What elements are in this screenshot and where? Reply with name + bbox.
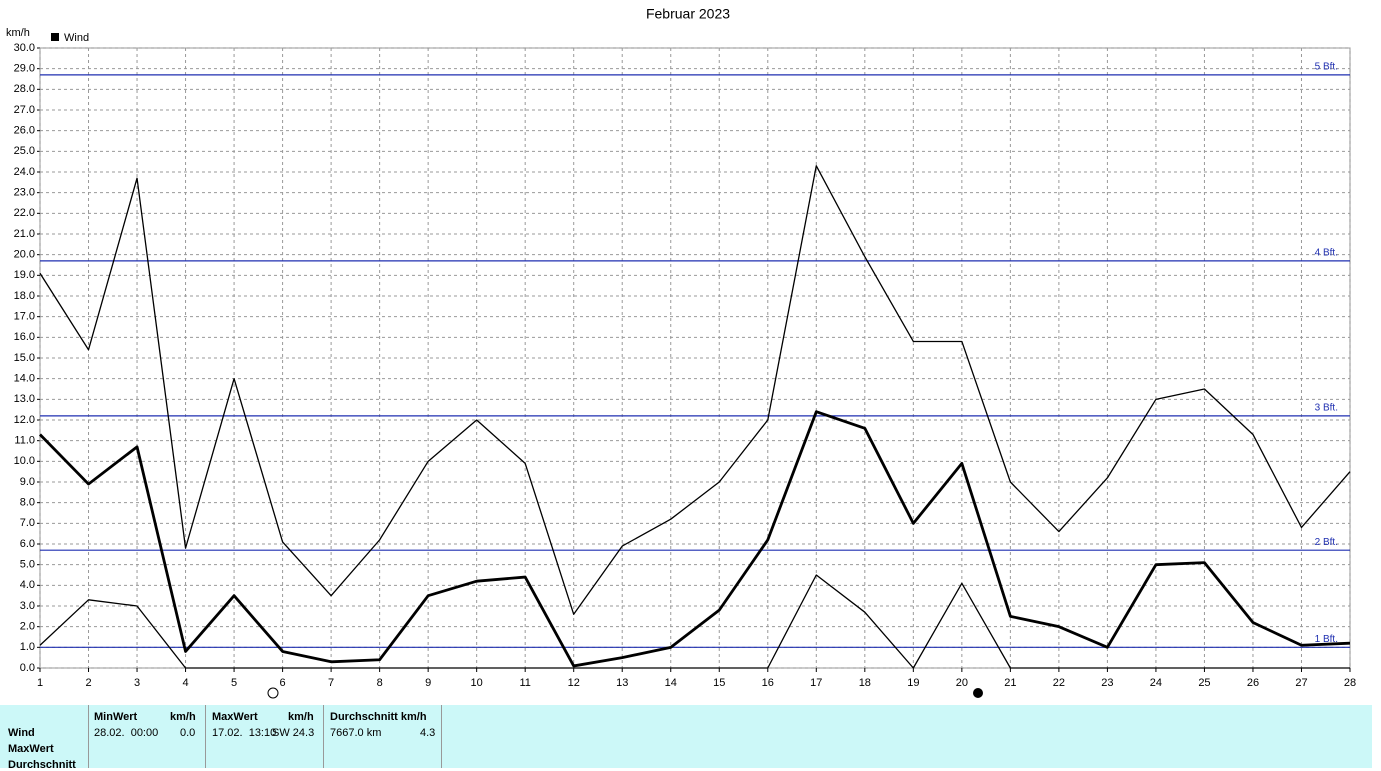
reference-label: 1 Bft. xyxy=(1315,634,1338,645)
x-tick-label: 13 xyxy=(616,677,628,689)
y-tick-label: 17.0 xyxy=(14,311,35,323)
x-tick-label: 8 xyxy=(377,677,383,689)
y-tick-label: 7.0 xyxy=(20,517,35,529)
y-tick-label: 3.0 xyxy=(20,600,35,612)
x-tick-label: 7 xyxy=(328,677,334,689)
y-tick-label: 0.0 xyxy=(20,662,35,674)
y-tick-label: 2.0 xyxy=(20,621,35,633)
x-tick-label: 14 xyxy=(665,677,677,689)
x-tick-label: 3 xyxy=(134,677,140,689)
y-tick-label: 4.0 xyxy=(20,579,35,591)
x-tick-label: 25 xyxy=(1198,677,1210,689)
x-tick-label: 19 xyxy=(907,677,919,689)
y-tick-label: 30.0 xyxy=(14,42,35,54)
y-tick-label: 21.0 xyxy=(14,228,35,240)
header: Durchschnitt km/h xyxy=(330,711,427,723)
separator xyxy=(88,705,89,768)
y-tick-label: 19.0 xyxy=(14,269,35,281)
y-tick-label: 26.0 xyxy=(14,125,35,137)
x-tick-label: 16 xyxy=(762,677,774,689)
x-tick-label: 23 xyxy=(1101,677,1113,689)
x-tick-label: 12 xyxy=(568,677,580,689)
cell: 28.02. 00:00 xyxy=(94,727,159,739)
reference-label: 2 Bft. xyxy=(1315,537,1338,548)
x-tick-label: 20 xyxy=(956,677,968,689)
x-tick-label: 6 xyxy=(280,677,286,689)
x-tick-label: 15 xyxy=(713,677,725,689)
y-tick-label: 6.0 xyxy=(20,538,35,550)
cell: 17.02. 13:10 xyxy=(212,727,277,739)
chart-title: Februar 2023 xyxy=(646,6,730,22)
row-label: Wind xyxy=(8,727,35,739)
x-tick-label: 27 xyxy=(1295,677,1307,689)
y-tick-label: 14.0 xyxy=(14,373,35,385)
separator xyxy=(441,705,442,768)
x-tick-label: 26 xyxy=(1247,677,1259,689)
y-tick-label: 20.0 xyxy=(14,249,35,261)
x-tick-label: 22 xyxy=(1053,677,1065,689)
x-tick-label: 4 xyxy=(182,677,188,689)
y-tick-label: 25.0 xyxy=(14,145,35,157)
y-tick-label: 15.0 xyxy=(14,352,35,364)
cell: 4.3 xyxy=(420,727,436,739)
y-tick-label: 24.0 xyxy=(14,166,35,178)
y-tick-label: 5.0 xyxy=(20,559,35,571)
cell: 7667.0 km xyxy=(330,727,382,739)
row-label: Durchschnitt xyxy=(8,759,76,771)
legend-swatch xyxy=(51,33,59,41)
cell: SW 24.3 xyxy=(272,727,315,739)
full-moon-icon xyxy=(267,687,279,699)
x-tick-label: 10 xyxy=(471,677,483,689)
x-tick-label: 2 xyxy=(85,677,91,689)
x-tick-label: 21 xyxy=(1004,677,1016,689)
y-unit: km/h xyxy=(6,27,30,39)
series-line xyxy=(39,165,1351,615)
y-tick-label: 27.0 xyxy=(14,104,35,116)
y-tick-label: 18.0 xyxy=(14,290,35,302)
y-tick-label: 16.0 xyxy=(14,331,35,343)
series-line xyxy=(38,410,1351,668)
header: km/h xyxy=(170,711,196,723)
series-line xyxy=(39,574,1350,669)
cell: 0.0 xyxy=(180,727,196,739)
x-tick-label: 18 xyxy=(859,677,871,689)
row-label: MaxWert xyxy=(8,743,54,755)
separator xyxy=(323,705,324,768)
reference-label: 3 Bft. xyxy=(1315,403,1338,414)
reference-label: 5 Bft. xyxy=(1315,62,1338,73)
reference-label: 4 Bft. xyxy=(1315,248,1338,259)
header: km/h xyxy=(288,711,314,723)
y-tick-label: 22.0 xyxy=(14,207,35,219)
y-tick-label: 29.0 xyxy=(14,63,35,75)
x-tick-label: 1 xyxy=(37,677,43,689)
separator xyxy=(205,705,206,768)
y-tick-label: 11.0 xyxy=(14,435,35,447)
x-tick-label: 17 xyxy=(810,677,822,689)
y-tick-label: 10.0 xyxy=(14,455,35,467)
x-tick-label: 5 xyxy=(231,677,237,689)
y-tick-label: 8.0 xyxy=(20,497,35,509)
y-tick-label: 12.0 xyxy=(14,414,35,426)
new-moon-icon xyxy=(973,688,983,698)
legend-label: Wind xyxy=(64,32,89,44)
chart: Februar 2023 km/h Wind 0.0 1.0 2.0 3.0 4.0 5.… xyxy=(6,6,1356,699)
y-tick-label: 1.0 xyxy=(20,641,35,653)
x-tick-label: 9 xyxy=(425,677,431,689)
y-tick-label: 28.0 xyxy=(14,83,35,95)
x-tick-label: 28 xyxy=(1344,677,1356,689)
summary-table: MinWert km/h MaxWert km/h Durchschnitt k… xyxy=(0,705,1372,771)
y-tick-label: 23.0 xyxy=(14,187,35,199)
x-tick-label: 24 xyxy=(1150,677,1162,689)
y-tick-label: 9.0 xyxy=(20,476,35,488)
header: MaxWert xyxy=(212,711,258,723)
header: MinWert xyxy=(94,711,138,723)
y-tick-label: 13.0 xyxy=(14,393,35,405)
x-tick-label: 11 xyxy=(519,677,530,689)
